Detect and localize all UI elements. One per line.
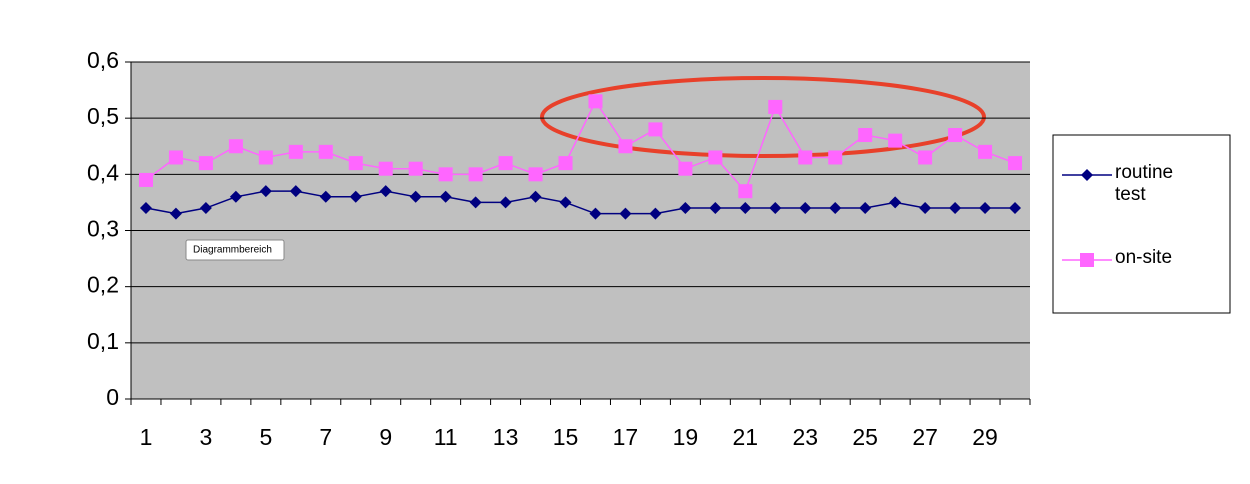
y-tick-label: 0,4 <box>87 159 119 185</box>
point <box>978 144 993 159</box>
point <box>918 150 933 165</box>
y-tick-label: 0,2 <box>87 272 119 298</box>
legend-box <box>1052 134 1231 314</box>
point <box>138 172 153 187</box>
x-tick-label: 1 <box>140 424 153 450</box>
point <box>919 202 932 215</box>
x-tick-label: 9 <box>379 424 392 450</box>
point <box>259 185 272 198</box>
x-tick-label: 11 <box>434 424 458 450</box>
x-tick-label: 5 <box>259 424 272 450</box>
point <box>228 139 243 154</box>
y-tick-label: 0,6 <box>87 47 119 73</box>
point <box>139 202 152 215</box>
point <box>528 167 543 182</box>
point <box>769 202 782 215</box>
point <box>168 150 183 165</box>
point <box>979 202 992 215</box>
point <box>408 161 423 176</box>
point <box>708 150 723 165</box>
point <box>379 185 392 198</box>
point <box>858 128 873 143</box>
point <box>1081 169 1093 181</box>
point <box>438 167 453 182</box>
x-tick-label: 17 <box>613 424 639 450</box>
x-tick-label: 27 <box>912 424 938 450</box>
point <box>1008 156 1023 171</box>
legend-label: on-site <box>1115 247 1173 268</box>
point <box>559 196 572 209</box>
point <box>318 144 333 159</box>
point <box>439 190 452 203</box>
point <box>499 196 512 209</box>
legend-label-box: routine test <box>1115 162 1174 205</box>
y-tick-label: 0,1 <box>87 328 119 354</box>
point <box>648 122 663 137</box>
point <box>619 207 632 220</box>
point <box>198 156 213 171</box>
point <box>589 207 602 220</box>
x-tick-label: 7 <box>319 424 332 450</box>
point <box>738 184 753 199</box>
point <box>618 139 633 154</box>
point <box>169 207 182 220</box>
point <box>889 196 902 209</box>
point <box>799 202 812 215</box>
x-tick-label: 25 <box>852 424 878 450</box>
tooltip: Diagrammbereich <box>193 245 272 256</box>
point <box>378 161 393 176</box>
point <box>409 190 422 203</box>
x-tick-label: 15 <box>553 424 579 450</box>
y-tick-label: 0,3 <box>87 216 119 242</box>
x-tick-label: 23 <box>792 424 818 450</box>
point <box>468 167 483 182</box>
point <box>199 202 212 215</box>
point <box>349 190 362 203</box>
point <box>739 202 752 215</box>
point <box>1009 202 1022 215</box>
y-tick-label: 0,5 <box>87 103 119 129</box>
point <box>709 202 722 215</box>
x-tick-label: 19 <box>673 424 699 450</box>
point <box>529 190 542 203</box>
x-tick-label: 21 <box>733 424 759 450</box>
point <box>859 202 872 215</box>
point <box>678 161 693 176</box>
point <box>949 202 962 215</box>
point <box>288 144 303 159</box>
point <box>498 156 513 171</box>
tooltip-box <box>185 239 285 261</box>
highlight-ellipse <box>540 76 986 158</box>
point <box>828 150 843 165</box>
point <box>469 196 482 209</box>
point <box>348 156 363 171</box>
x-tick-label: 3 <box>200 424 213 450</box>
content: 00,10,20,30,40,50,61 3 5 7 9 11 13 15 17 19 21 23 25… <box>87 47 1174 450</box>
legend-label: routine test <box>1115 162 1174 205</box>
point <box>829 202 842 215</box>
point <box>588 94 603 109</box>
point <box>319 190 332 203</box>
point <box>798 150 813 165</box>
point <box>768 99 783 114</box>
point <box>649 207 662 220</box>
point <box>558 156 573 171</box>
legend-label-box: on-site <box>1115 247 1173 268</box>
x-tick-label: 13 <box>493 424 519 450</box>
point <box>258 150 273 165</box>
x-tick-label: 29 <box>972 424 998 450</box>
y-tick-label: 0 <box>106 384 119 410</box>
point <box>229 190 242 203</box>
point <box>679 202 692 215</box>
point <box>289 185 302 198</box>
point <box>948 128 963 143</box>
point <box>888 133 903 148</box>
point <box>1080 253 1094 267</box>
